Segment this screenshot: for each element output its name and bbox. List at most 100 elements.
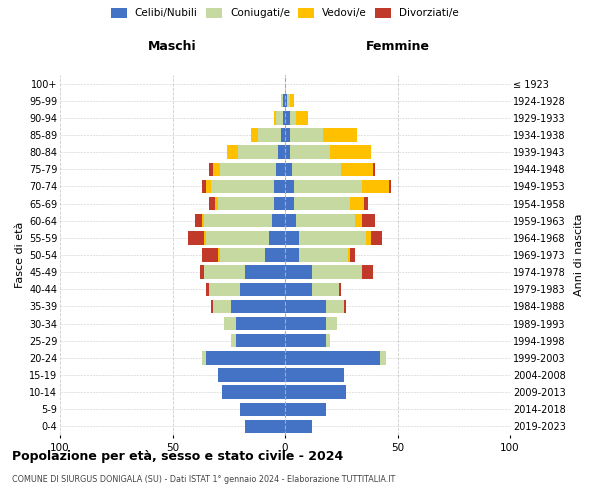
Bar xyxy=(296,214,355,228)
Bar xyxy=(348,248,350,262)
Bar xyxy=(274,197,285,210)
Bar xyxy=(202,351,206,364)
Bar xyxy=(290,146,330,159)
Bar xyxy=(299,231,366,244)
Bar xyxy=(287,94,290,108)
Bar xyxy=(224,317,235,330)
Bar xyxy=(312,266,361,279)
Bar xyxy=(206,180,211,193)
Legend: Celibi/Nubili, Coniugati/e, Vedovi/e, Divorziati/e: Celibi/Nubili, Coniugati/e, Vedovi/e, Di… xyxy=(111,8,459,18)
Bar xyxy=(325,300,343,313)
Bar xyxy=(285,334,325,347)
Bar xyxy=(211,300,213,313)
Bar xyxy=(209,162,213,176)
Bar xyxy=(199,266,204,279)
Bar xyxy=(361,214,375,228)
Bar xyxy=(285,386,346,399)
Bar xyxy=(240,282,285,296)
Bar xyxy=(283,111,285,124)
Bar xyxy=(285,420,312,433)
Bar xyxy=(206,351,285,364)
Bar xyxy=(323,128,357,141)
Bar xyxy=(245,420,285,433)
Bar xyxy=(285,214,296,228)
Bar xyxy=(220,248,265,262)
Bar xyxy=(283,94,285,108)
Text: Maschi: Maschi xyxy=(148,40,197,54)
Bar xyxy=(350,248,355,262)
Bar xyxy=(271,214,285,228)
Bar xyxy=(341,162,373,176)
Y-axis label: Anni di nascita: Anni di nascita xyxy=(574,214,584,296)
Bar xyxy=(389,180,391,193)
Bar xyxy=(213,162,220,176)
Bar xyxy=(251,128,258,141)
Bar xyxy=(294,180,361,193)
Bar xyxy=(206,231,269,244)
Bar xyxy=(231,334,235,347)
Bar xyxy=(294,197,350,210)
Bar xyxy=(285,402,325,416)
Bar xyxy=(339,282,341,296)
Bar xyxy=(204,214,271,228)
Bar xyxy=(220,162,276,176)
Bar xyxy=(325,317,337,330)
Bar xyxy=(330,146,371,159)
Bar xyxy=(350,197,364,210)
Bar xyxy=(290,94,294,108)
Bar xyxy=(258,128,281,141)
Bar xyxy=(227,146,238,159)
Bar xyxy=(355,214,361,228)
Bar xyxy=(231,300,285,313)
Bar xyxy=(222,386,285,399)
Bar xyxy=(218,368,285,382)
Bar xyxy=(371,231,382,244)
Bar xyxy=(215,197,218,210)
Bar xyxy=(290,128,323,141)
Bar xyxy=(364,197,368,210)
Bar xyxy=(209,282,240,296)
Bar xyxy=(299,248,348,262)
Bar xyxy=(276,162,285,176)
Bar xyxy=(204,231,206,244)
Bar xyxy=(285,300,325,313)
Bar xyxy=(285,317,325,330)
Bar xyxy=(290,111,296,124)
Bar xyxy=(206,282,209,296)
Bar xyxy=(235,317,285,330)
Bar xyxy=(274,180,285,193)
Bar xyxy=(285,248,299,262)
Bar xyxy=(235,334,285,347)
Bar xyxy=(361,266,373,279)
Bar xyxy=(292,162,341,176)
Bar xyxy=(238,146,278,159)
Bar xyxy=(296,111,308,124)
Bar xyxy=(204,266,245,279)
Bar xyxy=(285,162,292,176)
Bar xyxy=(285,197,294,210)
Bar xyxy=(202,214,204,228)
Bar xyxy=(281,94,283,108)
Bar xyxy=(285,128,290,141)
Bar xyxy=(285,94,287,108)
Bar xyxy=(325,334,330,347)
Bar xyxy=(285,111,290,124)
Bar xyxy=(211,180,274,193)
Bar xyxy=(312,282,339,296)
Bar xyxy=(195,214,202,228)
Bar xyxy=(281,128,285,141)
Text: Popolazione per età, sesso e stato civile - 2024: Popolazione per età, sesso e stato civil… xyxy=(12,450,343,463)
Bar xyxy=(274,111,276,124)
Bar xyxy=(213,300,231,313)
Bar xyxy=(209,197,215,210)
Text: Femmine: Femmine xyxy=(365,40,430,54)
Bar xyxy=(245,266,285,279)
Bar xyxy=(218,197,274,210)
Bar xyxy=(361,180,389,193)
Bar xyxy=(366,231,371,244)
Bar xyxy=(285,282,312,296)
Bar xyxy=(202,248,218,262)
Bar xyxy=(265,248,285,262)
Bar xyxy=(278,146,285,159)
Bar xyxy=(218,248,220,262)
